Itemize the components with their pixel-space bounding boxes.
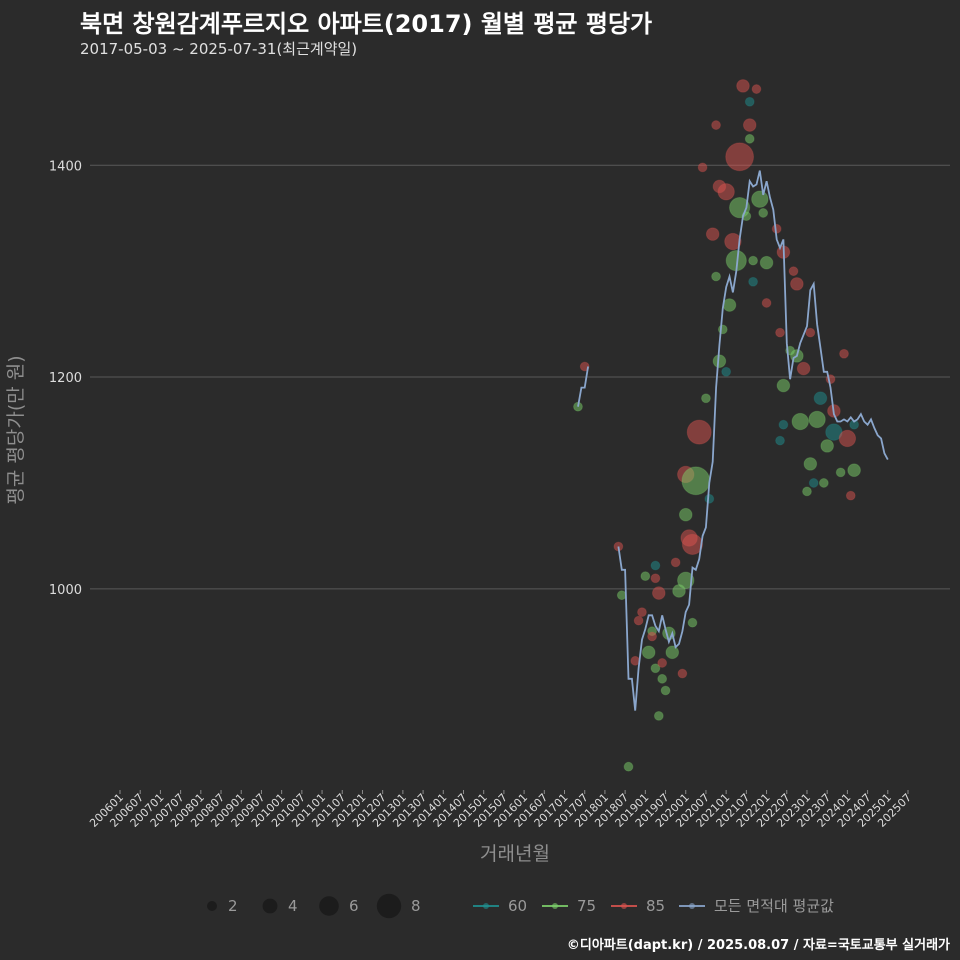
- data-point-85: [725, 142, 755, 172]
- data-point-85: [717, 183, 735, 201]
- data-point-85: [652, 586, 666, 600]
- data-point-85: [751, 84, 762, 94]
- data-point-60: [748, 276, 758, 287]
- data-point-85: [711, 120, 721, 130]
- data-point-75: [681, 466, 711, 496]
- y-tick-label: 1400: [49, 159, 82, 174]
- data-point-75: [687, 617, 698, 628]
- data-point-75: [711, 271, 721, 282]
- data-point-60: [813, 391, 828, 406]
- data-point-75: [820, 439, 834, 453]
- series-legend-dot: [552, 903, 558, 909]
- data-point-60: [825, 423, 843, 441]
- data-point-75: [616, 590, 627, 601]
- data-point-75: [657, 673, 668, 684]
- size-legend-label: 6: [349, 897, 359, 915]
- data-point-85: [681, 533, 704, 555]
- data-point-75: [808, 410, 826, 429]
- data-point-75: [751, 190, 769, 208]
- data-point-85: [742, 118, 757, 132]
- data-point-85: [686, 419, 712, 445]
- data-point-60: [721, 366, 732, 377]
- x-axis-title: 거래년월: [480, 843, 550, 865]
- size-legend-circle: [376, 893, 402, 919]
- data-point-75: [650, 663, 661, 674]
- data-point-75: [712, 354, 727, 368]
- data-point-60: [778, 419, 789, 430]
- series-legend-dot: [621, 903, 627, 909]
- series-legend-label: 85: [646, 897, 665, 915]
- data-point-75: [701, 393, 711, 404]
- y-axis-title: 평균 평당가(만 원): [5, 355, 27, 504]
- data-point-75: [641, 645, 656, 660]
- data-point-85: [647, 631, 657, 642]
- data-point-75: [744, 133, 755, 144]
- data-point-75: [748, 255, 758, 266]
- series-legend-dot: [483, 903, 489, 909]
- chart-title: 북면 창원감계푸르지오 아파트(2017) 월별 평균 평당가: [80, 10, 653, 38]
- y-tick-label: 1200: [49, 371, 82, 386]
- data-point-75: [803, 457, 818, 471]
- data-point-85: [670, 557, 681, 568]
- data-point-75: [791, 412, 809, 431]
- data-point-85: [796, 361, 811, 376]
- data-point-85: [788, 266, 799, 277]
- series-legend-label: 75: [577, 897, 596, 915]
- data-point-75: [677, 571, 695, 590]
- data-point-85: [705, 227, 720, 241]
- data-point-60: [704, 493, 715, 504]
- data-point-75: [653, 710, 664, 721]
- data-point-75: [835, 467, 846, 478]
- data-point-75: [640, 571, 651, 582]
- data-point-85: [633, 615, 644, 626]
- data-point-85: [838, 429, 857, 448]
- data-point-85: [637, 607, 647, 618]
- data-point-85: [736, 79, 750, 93]
- size-legend-circle: [207, 901, 217, 911]
- series-legend-dot: [689, 903, 695, 909]
- data-point-85: [657, 658, 668, 668]
- series-legend-label: 모든 면적대 평균값: [714, 897, 834, 915]
- size-legend-label: 8: [411, 897, 421, 915]
- data-point-75: [802, 486, 812, 497]
- source-credit: ©디아파트(dapt.kr) / 2025.08.07 / 자료=국토교통부 실…: [566, 938, 950, 953]
- data-point-75: [776, 378, 791, 393]
- data-point-60: [808, 478, 819, 488]
- data-point-75: [623, 761, 634, 772]
- data-point-75: [758, 208, 769, 218]
- data-point-60: [744, 96, 755, 107]
- data-point-75: [759, 255, 774, 270]
- data-point-85: [775, 327, 785, 338]
- data-point-75: [722, 298, 737, 312]
- data-point-85: [839, 348, 849, 359]
- size-legend-circle: [262, 898, 278, 914]
- data-point-75: [678, 507, 693, 522]
- data-point-85: [697, 162, 708, 173]
- data-point-75: [660, 685, 671, 696]
- series-legend-label: 60: [508, 897, 527, 915]
- data-point-85: [845, 490, 856, 501]
- average-line: [617, 170, 889, 711]
- size-legend-label: 4: [288, 897, 298, 915]
- size-legend-label: 2: [228, 897, 238, 915]
- data-point-85: [650, 573, 661, 584]
- data-point-85: [761, 298, 772, 308]
- data-point-85: [790, 277, 804, 291]
- average-line: [577, 366, 589, 407]
- data-point-75: [818, 478, 829, 488]
- data-point-60: [775, 435, 785, 446]
- data-point-85: [805, 327, 816, 338]
- chart-subtitle: 2017-05-03 ~ 2025-07-31(최근계약일): [80, 40, 358, 58]
- data-point-60: [650, 560, 661, 571]
- data-point-85: [724, 232, 742, 251]
- data-point-85: [677, 668, 688, 679]
- data-point-75: [847, 463, 861, 478]
- data-point-75: [665, 645, 680, 660]
- y-tick-label: 1000: [49, 583, 82, 598]
- size-legend-circle: [319, 896, 339, 916]
